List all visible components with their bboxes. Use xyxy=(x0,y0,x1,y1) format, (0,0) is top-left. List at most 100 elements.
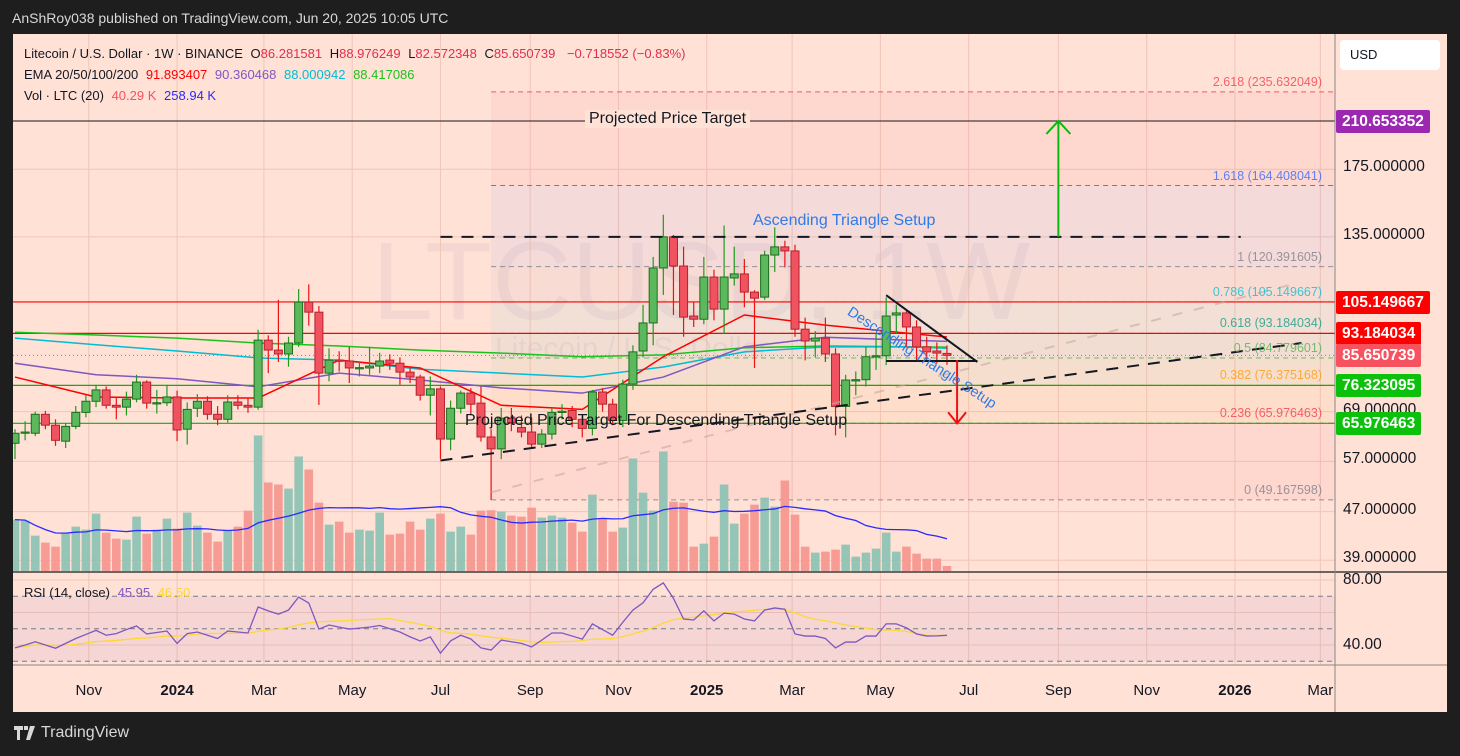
candle[interactable] xyxy=(456,390,466,414)
candle[interactable] xyxy=(71,406,81,430)
candle[interactable] xyxy=(496,407,506,460)
candle[interactable] xyxy=(780,240,790,268)
candle[interactable] xyxy=(273,299,283,362)
candle[interactable] xyxy=(223,395,233,423)
candle[interactable] xyxy=(577,415,587,438)
candle[interactable] xyxy=(820,317,830,362)
ema-legend[interactable]: EMA 20/50/100/200 91.893407 90.360468 88… xyxy=(24,67,419,82)
descending-top-line[interactable] xyxy=(885,294,978,363)
candle[interactable] xyxy=(922,336,932,362)
candle[interactable] xyxy=(233,395,243,410)
ascending-support-line[interactable] xyxy=(440,342,1302,462)
candle[interactable] xyxy=(375,352,385,374)
candle[interactable] xyxy=(709,269,719,321)
candle[interactable] xyxy=(294,289,304,347)
candle[interactable] xyxy=(527,417,537,449)
candle[interactable] xyxy=(11,429,20,460)
candle[interactable] xyxy=(689,302,699,327)
candle[interactable] xyxy=(385,354,395,370)
candle[interactable] xyxy=(598,388,608,412)
rsi-legend[interactable]: RSI (14, close) 45.95 46.50 xyxy=(24,585,194,600)
currency-button[interactable]: USD xyxy=(1340,40,1440,70)
candle[interactable] xyxy=(760,250,770,300)
candle[interactable] xyxy=(486,429,496,500)
candle[interactable] xyxy=(628,345,638,390)
candle[interactable] xyxy=(719,225,729,334)
candle[interactable] xyxy=(851,371,861,396)
candle[interactable] xyxy=(537,429,547,449)
candle[interactable] xyxy=(446,400,456,451)
candle[interactable] xyxy=(891,304,901,334)
candle[interactable] xyxy=(831,348,841,436)
candle[interactable] xyxy=(395,357,405,385)
candle[interactable] xyxy=(415,374,425,401)
candle[interactable] xyxy=(172,390,182,442)
candle[interactable] xyxy=(587,389,597,436)
candle[interactable] xyxy=(40,410,50,430)
candle[interactable] xyxy=(162,384,172,407)
candle[interactable] xyxy=(517,415,526,438)
descending-target-label[interactable]: Projected Price Target For Descending Tr… xyxy=(465,412,848,429)
candle[interactable] xyxy=(121,391,131,416)
candle[interactable] xyxy=(253,329,263,410)
candle[interactable] xyxy=(881,297,891,366)
symbol-name[interactable]: Litecoin / U.S. Dollar · 1W · BINANCE xyxy=(24,46,243,61)
candle[interactable] xyxy=(30,411,40,437)
candle[interactable] xyxy=(658,214,668,295)
candle[interactable] xyxy=(932,342,942,364)
candle[interactable] xyxy=(476,386,486,442)
candle[interactable] xyxy=(152,389,162,414)
candle[interactable] xyxy=(182,402,192,445)
candle[interactable] xyxy=(192,394,202,417)
candle[interactable] xyxy=(466,388,476,416)
candle[interactable] xyxy=(547,407,557,440)
candle[interactable] xyxy=(61,423,71,449)
volume-legend[interactable]: Vol · LTC (20) 40.29 K 258.94 K xyxy=(24,88,220,103)
candle[interactable] xyxy=(861,346,871,387)
candle[interactable] xyxy=(111,396,121,420)
projected-price-target-label[interactable]: Projected Price Target xyxy=(585,110,751,128)
candle[interactable] xyxy=(142,380,152,409)
candle[interactable] xyxy=(344,346,354,384)
candle[interactable] xyxy=(749,290,759,368)
candle[interactable] xyxy=(608,398,618,426)
candle[interactable] xyxy=(365,346,375,375)
candle[interactable] xyxy=(800,317,810,361)
rsi-pane[interactable] xyxy=(13,582,1335,662)
candle[interactable] xyxy=(20,421,30,441)
candle[interactable] xyxy=(435,386,445,460)
candle[interactable] xyxy=(506,407,516,432)
candle[interactable] xyxy=(567,406,577,428)
candle[interactable] xyxy=(51,419,61,446)
candle[interactable] xyxy=(263,335,273,374)
candle[interactable] xyxy=(405,366,415,384)
candle[interactable] xyxy=(810,331,820,358)
candle[interactable] xyxy=(304,284,314,326)
candle[interactable] xyxy=(901,311,911,347)
candle[interactable] xyxy=(91,384,101,408)
candle[interactable] xyxy=(699,256,709,325)
candle[interactable] xyxy=(324,348,334,382)
candle[interactable] xyxy=(334,351,344,372)
candle[interactable] xyxy=(770,227,780,272)
candle[interactable] xyxy=(425,376,435,416)
candle[interactable] xyxy=(679,246,689,337)
ascending-triangle-label[interactable]: Ascending Triangle Setup xyxy=(753,212,936,229)
candle[interactable] xyxy=(912,320,922,361)
candle[interactable] xyxy=(871,333,881,370)
candle[interactable] xyxy=(618,379,628,428)
candle[interactable] xyxy=(557,404,567,420)
candle[interactable] xyxy=(213,406,223,426)
candle[interactable] xyxy=(81,395,91,418)
candle[interactable] xyxy=(202,396,212,420)
candle[interactable] xyxy=(790,244,800,337)
candle[interactable] xyxy=(638,304,648,358)
chart-frame[interactable] xyxy=(13,34,1447,712)
candle[interactable] xyxy=(284,336,294,367)
candle[interactable] xyxy=(132,374,142,403)
candle[interactable] xyxy=(739,258,749,308)
candle[interactable] xyxy=(101,386,111,409)
candle[interactable] xyxy=(648,256,658,346)
faint-trend-line[interactable] xyxy=(490,283,1292,494)
